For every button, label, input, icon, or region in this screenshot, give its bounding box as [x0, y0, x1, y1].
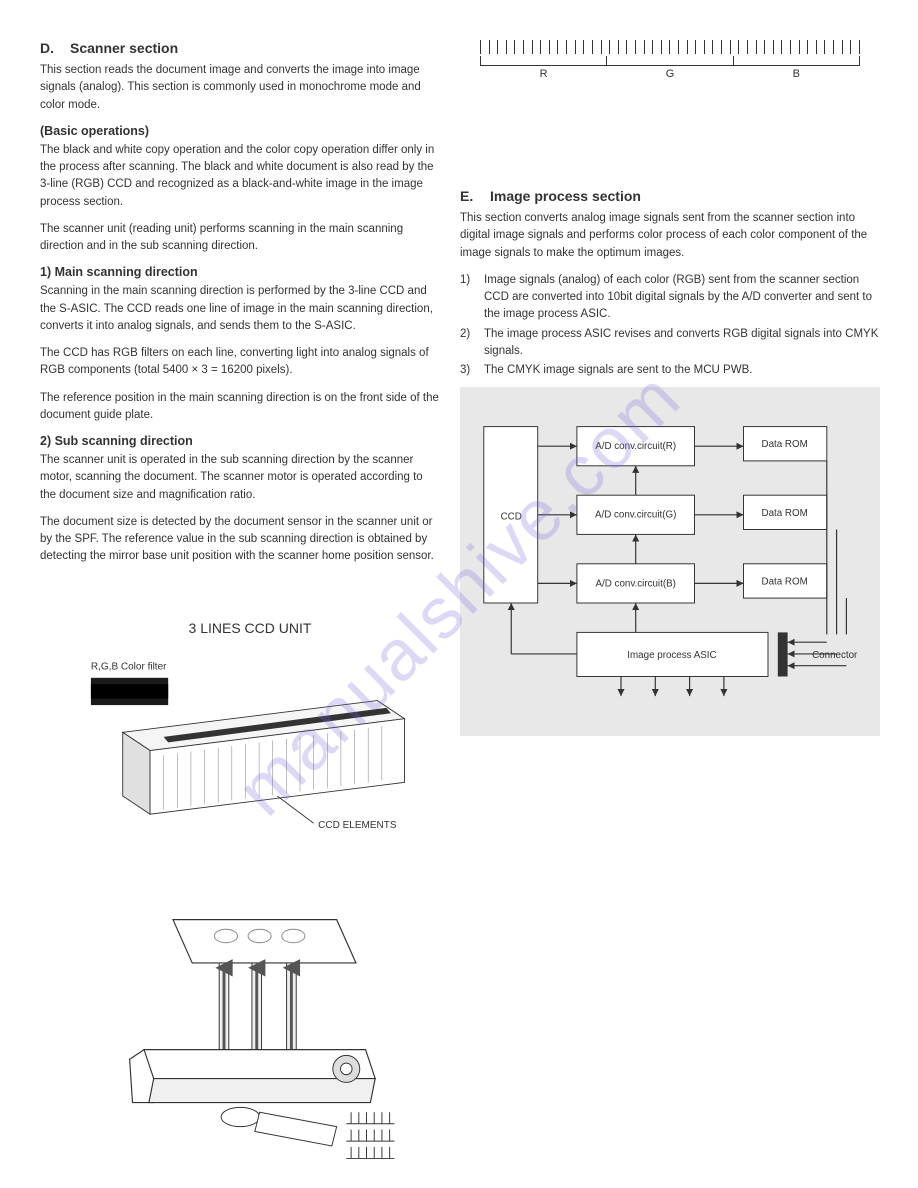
- svg-text:Image process ASIC: Image process ASIC: [627, 650, 716, 661]
- svg-text:CCD ELEMENTS: CCD ELEMENTS: [318, 820, 397, 831]
- paragraph: This section converts analog image signa…: [460, 210, 880, 262]
- svg-text:Data ROM: Data ROM: [762, 439, 808, 450]
- paragraph: The scanner unit (reading unit) performs…: [40, 221, 440, 256]
- svg-text:A/D conv.circuit(B): A/D conv.circuit(B): [596, 579, 676, 590]
- ccd-svg: R,G,B Color filter CCD ELEMENTS: [70, 646, 430, 846]
- ruler-diagram: R G B: [480, 40, 860, 74]
- heading-number: D.: [40, 40, 62, 56]
- svg-text:Connector: Connector: [812, 650, 858, 661]
- svg-text:R,G,B Color filter: R,G,B Color filter: [91, 662, 167, 673]
- paragraph: Scanning in the main scanning direction …: [40, 283, 440, 335]
- diagram-svg: CCD A/D conv.circuit(R) Data ROM A/D con…: [474, 407, 866, 701]
- heading-number: E.: [460, 188, 482, 204]
- block-diagram: CCD A/D conv.circuit(R) Data ROM A/D con…: [460, 387, 880, 736]
- left-column: D. Scanner section This section reads th…: [40, 40, 440, 576]
- ccd-unit-figure: 3 LINES CCD UNIT R,G,B Color filter CCD …: [70, 620, 430, 851]
- paragraph: The document size is detected by the doc…: [40, 514, 440, 566]
- right-column: R G B E. Image process section This sect…: [460, 40, 880, 736]
- paragraph: This section reads the document image an…: [40, 62, 440, 114]
- paragraph: The CCD has RGB filters on each line, co…: [40, 345, 440, 380]
- paragraph: The scanner unit is operated in the sub …: [40, 452, 440, 504]
- list-item: 3)The CMYK image signals are sent to the…: [460, 362, 880, 379]
- ruler-label-b: B: [793, 68, 800, 80]
- subheading: 2) Sub scanning direction: [40, 434, 440, 448]
- heading-text: Image process section: [490, 188, 641, 204]
- svg-text:A/D conv.circuit(G): A/D conv.circuit(G): [595, 510, 676, 521]
- list-item: 1)Image signals (analog) of each color (…: [460, 272, 880, 324]
- svg-text:Data ROM: Data ROM: [762, 508, 808, 519]
- ruler-label-g: G: [666, 68, 675, 80]
- figure-title: 3 LINES CCD UNIT: [70, 620, 430, 636]
- paragraph: The black and white copy operation and t…: [40, 142, 440, 211]
- subheading: 1) Main scanning direction: [40, 265, 440, 279]
- list-item: 2)The image process ASIC revises and con…: [460, 326, 880, 361]
- heading-text: Scanner section: [70, 40, 178, 56]
- paragraph: The reference position in the main scann…: [40, 390, 440, 425]
- svg-text:A/D conv.circuit(R): A/D conv.circuit(R): [595, 441, 676, 452]
- subheading: (Basic operations): [40, 124, 440, 138]
- scanner-figure: [80, 910, 420, 1175]
- section-heading: D. Scanner section: [40, 40, 440, 56]
- svg-text:CCD: CCD: [501, 512, 522, 523]
- svg-text:Data ROM: Data ROM: [762, 577, 808, 588]
- section-heading: E. Image process section: [460, 188, 880, 204]
- ruler-label-r: R: [540, 68, 548, 80]
